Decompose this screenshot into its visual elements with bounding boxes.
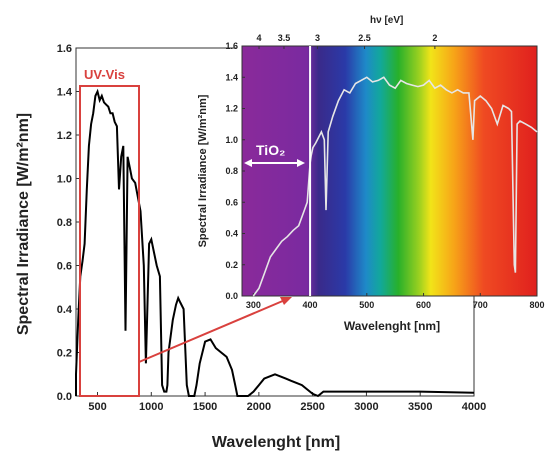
inset-plot: 0.0 0.2 0.4 0.6 0.8 1.0 1.2 1.4 1.6 300 400 500 600… — [197, 15, 545, 333]
main-y-ticks: 0.0 0.2 0.4 0.6 0.8 1.0 1.2 1.4 1.6 — [57, 43, 80, 403]
main-x-ticks: 500 1000 1500 2000 2500 3000 3500 4000 — [88, 392, 486, 413]
main-series-line — [75, 88, 475, 398]
y-tick-label: 1.0 — [225, 135, 238, 145]
inset-y-ticks: 0.0 0.2 0.4 0.6 0.8 1.0 1.2 1.4 1.6 — [225, 41, 245, 301]
x-tick-label: 400 — [303, 300, 318, 310]
x-tick-label: 500 — [88, 401, 106, 413]
y-tick-label: 0.6 — [225, 197, 238, 207]
y-tick-label: 1.4 — [225, 72, 238, 82]
y-tick-label: 0.0 — [225, 291, 238, 301]
tio2-arrow-right-head — [297, 159, 305, 167]
y-tick-label: 1.2 — [225, 104, 238, 114]
x-tick-label: 3000 — [354, 401, 378, 413]
main-y-axis-title: Spectral Irradiance [W/m²nm] — [15, 113, 32, 335]
inset-energy-axis-title: hν [eV] — [370, 15, 403, 26]
y-tick-label: 1.0 — [57, 173, 72, 185]
y-tick-label: 0.0 — [57, 391, 72, 403]
uv-vis-box — [79, 85, 140, 397]
x-tick-label: 3500 — [408, 401, 432, 413]
y-tick-label: 1.4 — [57, 86, 73, 98]
y-tick-label: 1.6 — [225, 41, 238, 51]
y-tick-label: 1.2 — [57, 130, 72, 142]
x-tick-label: 800 — [529, 300, 544, 310]
x-tick-label: 600 — [416, 300, 431, 310]
x-tick-label: 700 — [473, 300, 488, 310]
x-tick-label: 2500 — [300, 401, 324, 413]
energy-tick-label: 3 — [315, 33, 320, 43]
spectrum-band — [242, 46, 537, 296]
inset-series-line — [252, 76, 538, 297]
y-tick-label: 0.4 — [225, 229, 238, 239]
x-tick-label: 1000 — [139, 401, 163, 413]
energy-tick-label: 2.5 — [358, 33, 371, 43]
zoom-arrow-head — [280, 297, 292, 305]
y-tick-label: 0.6 — [57, 260, 72, 272]
y-tick-label: 1.6 — [57, 43, 72, 55]
uv-vis-label: UV-Vis — [84, 67, 125, 82]
x-tick-label: 300 — [246, 300, 261, 310]
tio2-arrow-left-head — [244, 159, 252, 167]
x-tick-label: 2000 — [247, 401, 271, 413]
x-tick-label: 500 — [359, 300, 374, 310]
main-x-axis-title: Wavelenght [nm] — [212, 434, 340, 451]
inset-y-axis-title: Spectral Irradiance [W/m²nm] — [197, 94, 209, 247]
main-plot: 0.0 0.2 0.4 0.6 0.8 1.0 1.2 1.4 1.6 500 1000 1500 2… — [15, 43, 486, 451]
zoom-connector-line — [138, 299, 286, 363]
y-tick-label: 0.8 — [225, 166, 238, 176]
x-tick-label: 4000 — [462, 401, 486, 413]
tio2-label: TiO₂ — [256, 142, 285, 158]
inset-energy-ticks: 4 3.5 3 2.5 2 — [257, 33, 437, 49]
x-tick-label: 1500 — [193, 401, 217, 413]
energy-tick-label: 2 — [432, 33, 437, 43]
y-tick-label: 0.2 — [57, 347, 72, 359]
y-tick-label: 0.8 — [57, 217, 72, 229]
energy-tick-label: 3.5 — [278, 33, 291, 43]
y-tick-label: 0.2 — [225, 260, 238, 270]
energy-tick-label: 4 — [257, 33, 262, 43]
inset-x-axis-title: Wavelenght [nm] — [344, 319, 440, 333]
y-tick-label: 0.4 — [57, 304, 73, 316]
